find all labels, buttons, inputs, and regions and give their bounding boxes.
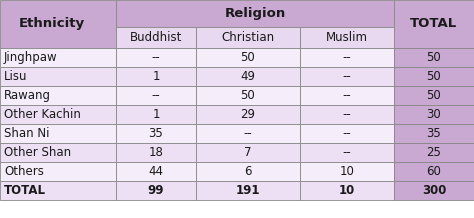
Bar [196, 143, 300, 162]
Text: 10: 10 [339, 165, 355, 178]
Text: 44: 44 [148, 165, 164, 178]
Text: --: -- [343, 51, 351, 64]
Text: 99: 99 [148, 184, 164, 197]
Bar [196, 86, 300, 105]
Bar [300, 124, 394, 143]
Bar [0, 67, 116, 86]
Bar [0, 0, 116, 48]
Text: 1: 1 [152, 108, 160, 121]
Bar [196, 27, 300, 48]
Text: Other Shan: Other Shan [4, 146, 71, 159]
Bar [196, 48, 300, 67]
Text: TOTAL: TOTAL [410, 17, 457, 31]
Text: Rawang: Rawang [4, 89, 51, 102]
Bar [116, 67, 196, 86]
Text: Others: Others [4, 165, 44, 178]
Text: --: -- [343, 146, 351, 159]
Text: --: -- [152, 89, 160, 102]
Bar [394, 67, 474, 86]
Bar [300, 67, 394, 86]
Text: --: -- [343, 89, 351, 102]
Text: Other Kachin: Other Kachin [4, 108, 81, 121]
Text: 30: 30 [427, 108, 441, 121]
Bar [116, 0, 394, 27]
Bar [116, 124, 196, 143]
Bar [394, 162, 474, 181]
Bar [394, 0, 474, 48]
Text: --: -- [343, 108, 351, 121]
Bar [0, 143, 116, 162]
Bar [300, 105, 394, 124]
Text: 6: 6 [244, 165, 252, 178]
Text: Ethnicity: Ethnicity [19, 17, 85, 31]
Text: --: -- [343, 70, 351, 83]
Text: Muslim: Muslim [326, 31, 368, 44]
Bar [196, 124, 300, 143]
Text: 10: 10 [339, 184, 355, 197]
Text: 25: 25 [427, 146, 441, 159]
Bar [116, 48, 196, 67]
Text: 18: 18 [148, 146, 164, 159]
Bar [0, 86, 116, 105]
Text: 50: 50 [427, 89, 441, 102]
Text: --: -- [244, 127, 252, 140]
Bar [196, 162, 300, 181]
Bar [116, 105, 196, 124]
Bar [116, 181, 196, 200]
Text: 50: 50 [241, 89, 255, 102]
Text: 60: 60 [427, 165, 441, 178]
Text: TOTAL: TOTAL [4, 184, 46, 197]
Bar [300, 86, 394, 105]
Bar [0, 162, 116, 181]
Bar [196, 105, 300, 124]
Bar [394, 181, 474, 200]
Bar [300, 162, 394, 181]
Bar [300, 27, 394, 48]
Text: Shan Ni: Shan Ni [4, 127, 49, 140]
Text: 50: 50 [427, 70, 441, 83]
Bar [300, 143, 394, 162]
Bar [0, 124, 116, 143]
Bar [0, 105, 116, 124]
Bar [0, 48, 116, 67]
Text: 191: 191 [236, 184, 260, 197]
Bar [116, 143, 196, 162]
Bar [116, 27, 196, 48]
Bar [116, 86, 196, 105]
Text: 7: 7 [244, 146, 252, 159]
Bar [394, 48, 474, 67]
Text: Buddhist: Buddhist [130, 31, 182, 44]
Bar [116, 162, 196, 181]
Bar [0, 181, 116, 200]
Text: 300: 300 [422, 184, 446, 197]
Text: Religion: Religion [224, 7, 286, 20]
Text: Christian: Christian [221, 31, 274, 44]
Bar [300, 48, 394, 67]
Text: --: -- [152, 51, 160, 64]
Text: 1: 1 [152, 70, 160, 83]
Text: 35: 35 [149, 127, 164, 140]
Bar [196, 181, 300, 200]
Text: 50: 50 [427, 51, 441, 64]
Bar [196, 67, 300, 86]
Text: 49: 49 [240, 70, 255, 83]
Bar [394, 86, 474, 105]
Text: Lisu: Lisu [4, 70, 27, 83]
Text: 29: 29 [240, 108, 255, 121]
Bar [394, 124, 474, 143]
Text: 50: 50 [241, 51, 255, 64]
Bar [394, 105, 474, 124]
Text: --: -- [343, 127, 351, 140]
Text: Jinghpaw: Jinghpaw [4, 51, 58, 64]
Bar [300, 181, 394, 200]
Bar [394, 143, 474, 162]
Text: 35: 35 [427, 127, 441, 140]
